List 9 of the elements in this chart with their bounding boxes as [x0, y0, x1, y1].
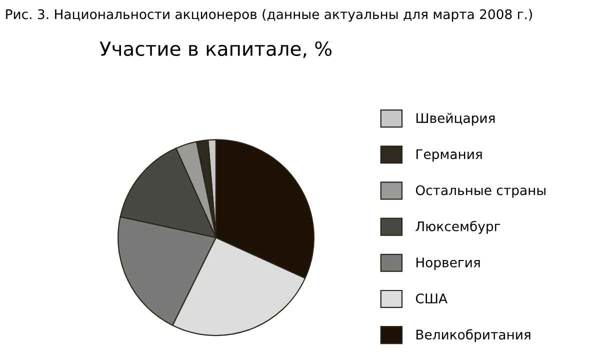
- legend-label: Остальные страны: [416, 185, 546, 198]
- legend-label: Люксембург: [416, 220, 500, 234]
- legend-label: Великобритания: [416, 329, 530, 342]
- legend-label: Норвегия: [416, 258, 480, 270]
- chart-title: Рис. 3. Национальности акционеров (данные актуальны для марта 2008 г.): [6, 9, 532, 22]
- legend-label: Германия: [416, 149, 482, 162]
- legend-label: Швейцария: [416, 112, 495, 126]
- legend-label: США: [416, 294, 448, 304]
- chart-subtitle: Участие в капитале, %: [100, 41, 332, 58]
